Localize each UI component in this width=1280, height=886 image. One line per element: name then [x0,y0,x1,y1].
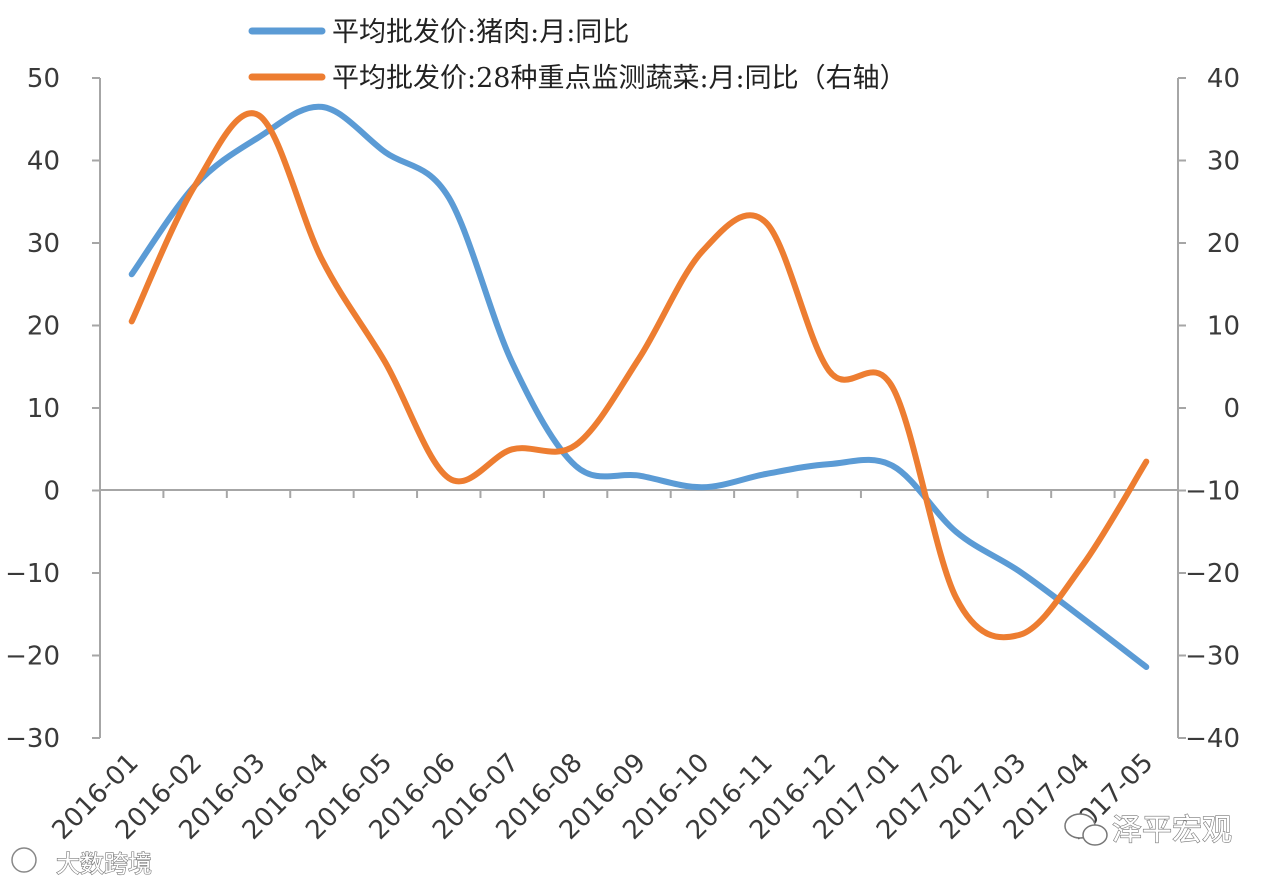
right-tick-label: −10 [1185,477,1240,507]
watermark-dashujiajing: 大数跨境 [11,847,153,879]
wechat-icon [1064,813,1108,846]
watermark-left-text: 大数跨境 [56,850,152,878]
watermark-right-text: 泽平宏观 [1112,813,1232,848]
watermark-logo-icon [11,847,37,873]
axes [99,78,1179,738]
right-tick-label: 20 [1207,229,1240,259]
legend-label-vegetables: 平均批发价:28种重点监测蔬菜:月:同比（右轴） [332,63,907,94]
series-line-vegetables [128,110,1150,641]
watermark-zepingmacro: 泽平宏观 [1064,812,1233,849]
right-tick-label: 10 [1207,312,1240,342]
left-tick-label: 30 [27,229,60,259]
legend: 平均批发价:猪肉:月:同比 平均批发价:28种重点监测蔬菜:月:同比（右轴） [248,17,907,94]
right-tick-label: −20 [1185,559,1240,589]
series-lines [128,103,1150,670]
right-tick-label: −40 [1185,724,1240,754]
right-axis-ticks: 40 30 20 10 0 −10 −20 −30 −40 [1178,64,1240,754]
right-tick-label: −30 [1185,642,1240,672]
right-tick-label: 40 [1207,64,1240,94]
left-tick-label: −30 [5,724,60,754]
right-tick-label: 0 [1223,394,1240,424]
right-tick-label: 30 [1207,147,1240,177]
left-tick-label: 40 [27,147,60,177]
left-axis-ticks: 50 40 30 20 10 0 −10 −20 −30 [5,64,100,754]
legend-label-pork: 平均批发价:猪肉:月:同比 [332,17,629,48]
left-tick-label: −10 [5,559,60,589]
series-line-pork [128,103,1150,670]
left-tick-label: 20 [27,312,60,342]
left-tick-label: 50 [27,64,60,94]
left-tick-label: −20 [5,642,60,672]
left-tick-label: 10 [27,394,60,424]
x-axis-ticks: 2016-012016-022016-032016-042016-052016-… [47,490,1179,846]
left-tick-label: 0 [43,477,60,507]
